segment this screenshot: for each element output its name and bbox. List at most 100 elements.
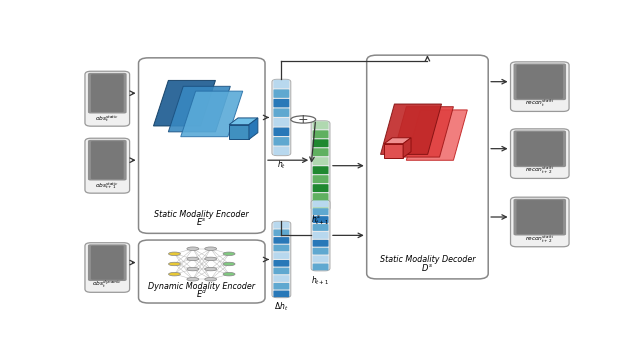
- FancyBboxPatch shape: [511, 62, 569, 111]
- FancyBboxPatch shape: [85, 71, 129, 126]
- Ellipse shape: [223, 252, 235, 255]
- FancyBboxPatch shape: [273, 222, 289, 228]
- Ellipse shape: [187, 277, 199, 281]
- Text: $obs_{t+1}^{static}$: $obs_{t+1}^{static}$: [95, 180, 119, 191]
- FancyBboxPatch shape: [273, 137, 289, 145]
- Text: +: +: [298, 113, 308, 126]
- FancyBboxPatch shape: [312, 256, 328, 262]
- Ellipse shape: [187, 257, 199, 261]
- Polygon shape: [384, 144, 403, 158]
- Text: $recon_t^{sta/ti}$: $recon_t^{sta/ti}$: [525, 98, 554, 109]
- Text: $obs_t^{static}$: $obs_t^{static}$: [95, 113, 119, 124]
- Text: $recon_{t+2}^{sta/ti}$: $recon_{t+2}^{sta/ti}$: [525, 233, 554, 245]
- FancyBboxPatch shape: [312, 202, 328, 210]
- FancyBboxPatch shape: [273, 291, 289, 297]
- Polygon shape: [229, 118, 258, 125]
- FancyBboxPatch shape: [91, 74, 124, 112]
- FancyBboxPatch shape: [312, 157, 328, 165]
- FancyBboxPatch shape: [312, 200, 328, 207]
- FancyBboxPatch shape: [513, 199, 566, 236]
- FancyBboxPatch shape: [273, 245, 289, 251]
- FancyBboxPatch shape: [513, 63, 566, 100]
- FancyBboxPatch shape: [312, 130, 328, 138]
- FancyBboxPatch shape: [273, 80, 289, 88]
- Polygon shape: [392, 107, 453, 157]
- Ellipse shape: [291, 116, 316, 123]
- Text: $h_{t+1}$: $h_{t+1}$: [312, 274, 330, 287]
- Ellipse shape: [223, 262, 235, 266]
- FancyBboxPatch shape: [273, 237, 289, 244]
- Text: $recon_{t+2}^{sta/ti}$: $recon_{t+2}^{sta/ti}$: [525, 165, 554, 176]
- Ellipse shape: [168, 252, 180, 255]
- FancyBboxPatch shape: [272, 79, 291, 156]
- FancyBboxPatch shape: [513, 130, 566, 167]
- Ellipse shape: [168, 262, 180, 266]
- Ellipse shape: [205, 257, 217, 261]
- Text: $E^d$: $E^d$: [196, 287, 207, 300]
- FancyBboxPatch shape: [88, 140, 127, 181]
- FancyBboxPatch shape: [312, 175, 328, 183]
- FancyBboxPatch shape: [91, 141, 124, 179]
- Text: Static Modality Decoder: Static Modality Decoder: [380, 255, 475, 264]
- FancyBboxPatch shape: [312, 148, 328, 156]
- Polygon shape: [381, 104, 442, 155]
- Text: $E^s$: $E^s$: [196, 216, 207, 228]
- FancyBboxPatch shape: [138, 240, 265, 303]
- Ellipse shape: [187, 247, 199, 251]
- FancyBboxPatch shape: [273, 109, 289, 117]
- FancyBboxPatch shape: [312, 184, 328, 192]
- FancyBboxPatch shape: [273, 89, 289, 98]
- FancyBboxPatch shape: [272, 221, 291, 298]
- Polygon shape: [406, 110, 467, 160]
- Ellipse shape: [205, 247, 217, 251]
- Text: $\Delta h_t$: $\Delta h_t$: [274, 301, 289, 314]
- FancyBboxPatch shape: [273, 260, 289, 267]
- FancyBboxPatch shape: [311, 121, 330, 211]
- FancyBboxPatch shape: [138, 58, 265, 234]
- Text: $h_{t+1}^s$: $h_{t+1}^s$: [312, 214, 330, 227]
- FancyBboxPatch shape: [273, 127, 289, 136]
- FancyBboxPatch shape: [367, 55, 488, 279]
- Ellipse shape: [205, 267, 217, 271]
- FancyBboxPatch shape: [273, 229, 289, 236]
- FancyBboxPatch shape: [311, 200, 330, 271]
- FancyBboxPatch shape: [312, 193, 328, 201]
- FancyBboxPatch shape: [91, 246, 124, 280]
- FancyBboxPatch shape: [312, 166, 328, 174]
- FancyBboxPatch shape: [273, 275, 289, 282]
- Ellipse shape: [187, 267, 199, 271]
- FancyBboxPatch shape: [85, 138, 129, 193]
- FancyBboxPatch shape: [516, 65, 563, 99]
- Ellipse shape: [168, 272, 180, 276]
- Polygon shape: [229, 125, 249, 139]
- FancyBboxPatch shape: [273, 283, 289, 290]
- FancyBboxPatch shape: [312, 121, 328, 129]
- FancyBboxPatch shape: [88, 244, 127, 281]
- FancyBboxPatch shape: [88, 73, 127, 113]
- FancyBboxPatch shape: [312, 208, 328, 215]
- FancyBboxPatch shape: [312, 224, 328, 231]
- Text: Dynamic Modality Encoder: Dynamic Modality Encoder: [148, 282, 255, 291]
- Polygon shape: [168, 86, 230, 132]
- Polygon shape: [384, 138, 411, 144]
- FancyBboxPatch shape: [511, 197, 569, 247]
- FancyBboxPatch shape: [312, 139, 328, 147]
- Text: Static Modality Encoder: Static Modality Encoder: [154, 209, 249, 219]
- FancyBboxPatch shape: [273, 118, 289, 126]
- Polygon shape: [154, 80, 216, 126]
- Polygon shape: [180, 91, 243, 137]
- FancyBboxPatch shape: [312, 216, 328, 223]
- FancyBboxPatch shape: [85, 243, 129, 292]
- Polygon shape: [249, 118, 258, 139]
- FancyBboxPatch shape: [511, 129, 569, 179]
- FancyBboxPatch shape: [516, 132, 563, 166]
- Text: $D^s$: $D^s$: [421, 262, 433, 273]
- FancyBboxPatch shape: [312, 240, 328, 247]
- Polygon shape: [403, 138, 411, 158]
- FancyBboxPatch shape: [273, 268, 289, 274]
- FancyBboxPatch shape: [312, 263, 328, 270]
- FancyBboxPatch shape: [312, 232, 328, 239]
- Text: $h_t$: $h_t$: [277, 159, 286, 171]
- FancyBboxPatch shape: [312, 248, 328, 254]
- FancyBboxPatch shape: [273, 99, 289, 108]
